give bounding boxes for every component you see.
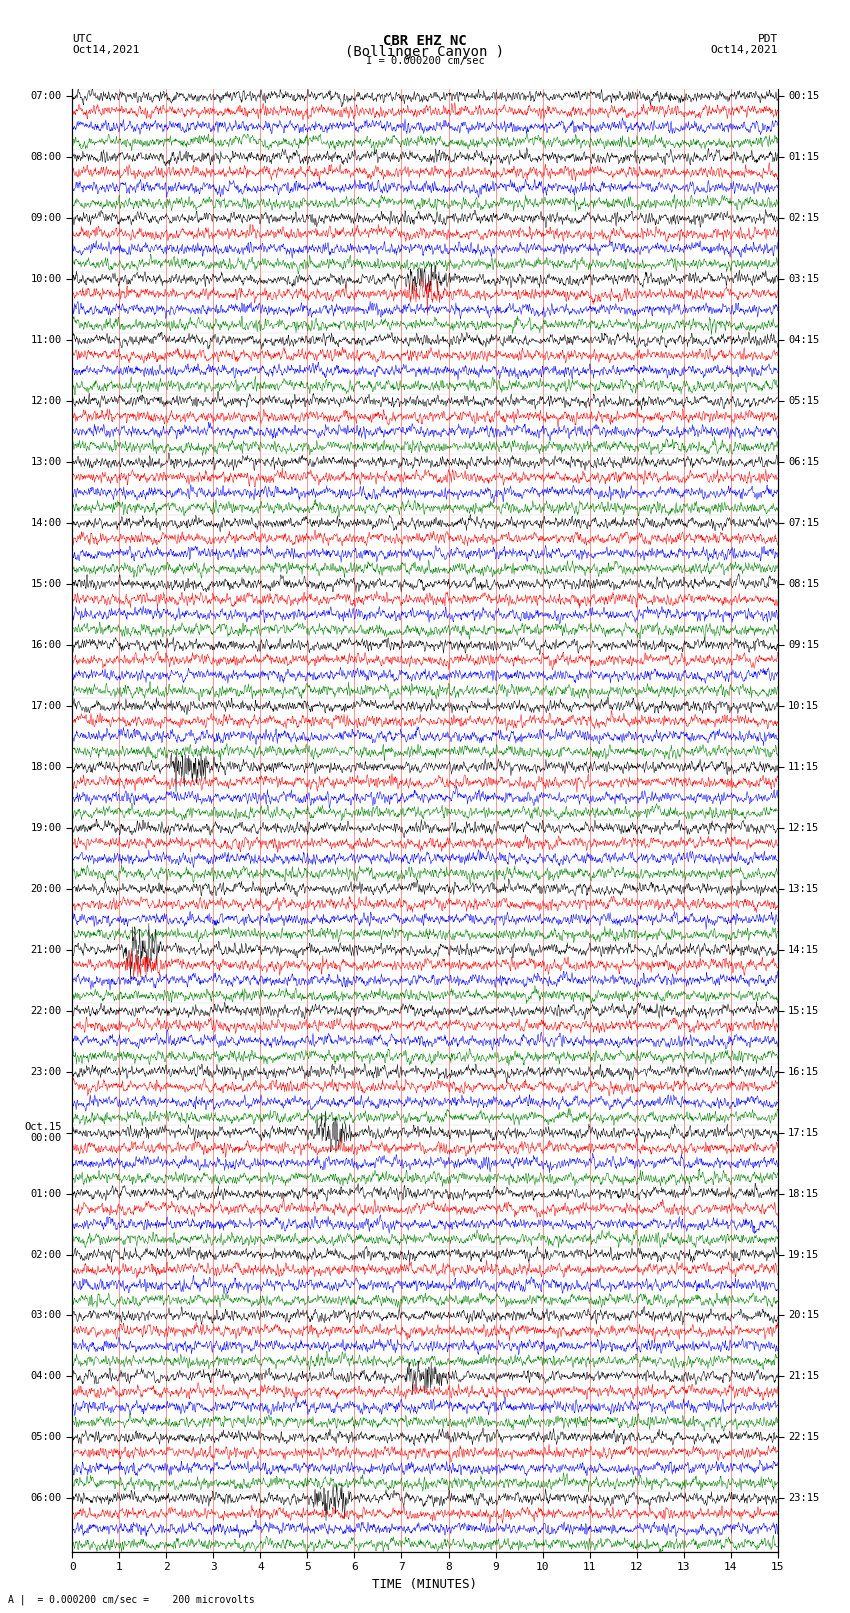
Text: PDT: PDT xyxy=(757,34,778,44)
Text: CBR EHZ NC: CBR EHZ NC xyxy=(383,34,467,48)
Text: UTC: UTC xyxy=(72,34,93,44)
Text: A |  = 0.000200 cm/sec =    200 microvolts: A | = 0.000200 cm/sec = 200 microvolts xyxy=(8,1594,255,1605)
Text: Oct14,2021: Oct14,2021 xyxy=(72,45,139,55)
X-axis label: TIME (MINUTES): TIME (MINUTES) xyxy=(372,1578,478,1590)
Text: I = 0.000200 cm/sec: I = 0.000200 cm/sec xyxy=(366,56,484,66)
Text: Oct14,2021: Oct14,2021 xyxy=(711,45,778,55)
Text: (Bollinger Canyon ): (Bollinger Canyon ) xyxy=(345,45,505,60)
